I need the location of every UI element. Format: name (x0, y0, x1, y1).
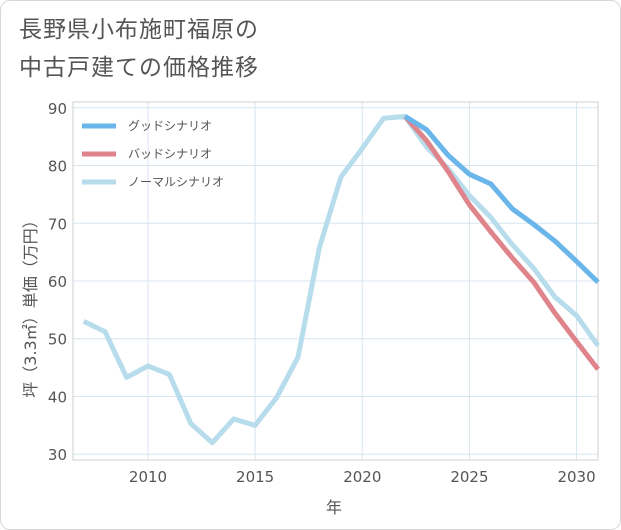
x-axis-label: 年 (326, 498, 342, 517)
y-axis-ticks: 30 40 50 60 70 80 90 (48, 100, 67, 464)
y-tick-label: 70 (48, 215, 67, 233)
series-line-2 (82, 113, 601, 446)
x-tick-label: 2025 (450, 468, 488, 486)
x-tick-label: 2010 (129, 468, 167, 486)
y-tick-label: 30 (48, 446, 67, 464)
x-tick-label: 2030 (557, 468, 595, 486)
y-tick-label: 60 (48, 273, 67, 291)
legend-label: バッドシナリオ (128, 147, 212, 161)
series-lines (82, 113, 601, 446)
y-tick-label: 80 (48, 158, 67, 176)
series-line-1 (403, 114, 600, 371)
grid (73, 102, 598, 460)
y-axis-label: 坪（3.3㎡）単価（万円） (21, 212, 40, 397)
x-tick-label: 2015 (236, 468, 274, 486)
y-tick-label: 40 (48, 388, 67, 406)
legend-label: グッドシナリオ (128, 119, 212, 133)
y-tick-label: 50 (48, 331, 67, 349)
x-tick-label: 2020 (343, 468, 381, 486)
chart-title: 長野県小布施町福原の 中古戸建ての価格推移 (19, 17, 259, 81)
series-line-0 (403, 114, 600, 284)
x-axis-ticks: 2010 2015 2020 2025 2030 (129, 468, 596, 486)
legend-label: ノーマルシナリオ (128, 175, 224, 189)
y-tick-label: 90 (48, 100, 67, 118)
